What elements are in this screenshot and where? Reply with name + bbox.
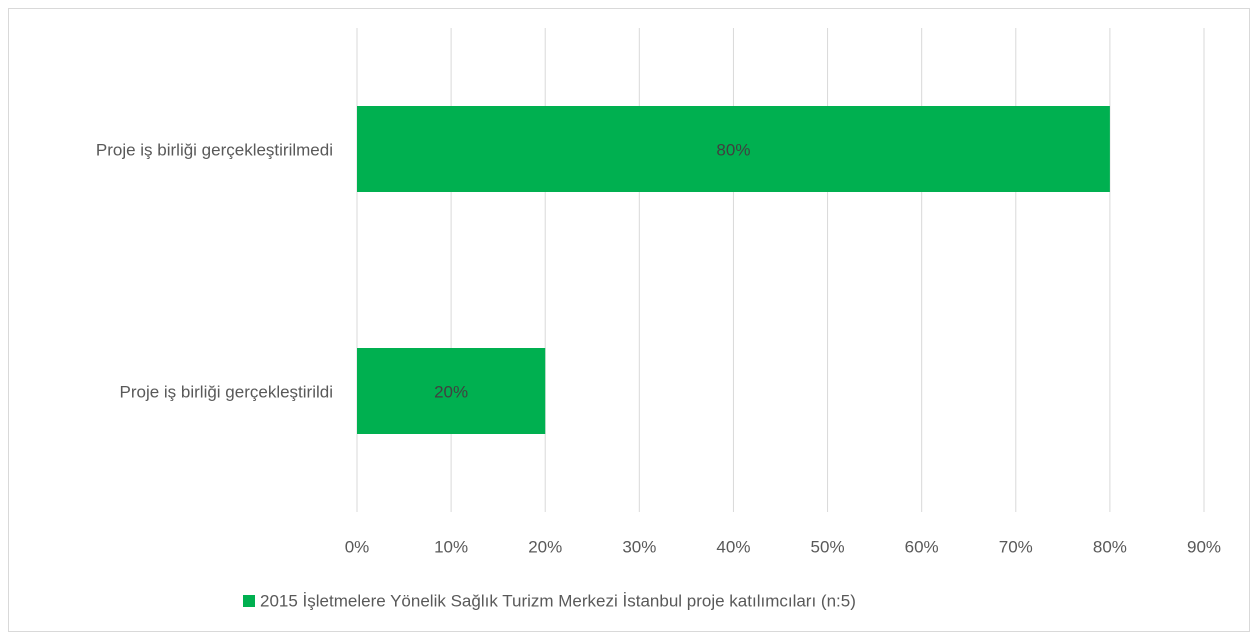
x-tick-label: 80% xyxy=(1093,537,1127,556)
x-tick-label: 30% xyxy=(622,537,656,556)
x-tick-label: 0% xyxy=(345,537,370,556)
y-tick-label: Proje iş birliği gerçekleştirilmedi xyxy=(96,140,333,159)
legend-label: 2015 İşletmelere Yönelik Sağlık Turizm M… xyxy=(260,591,856,610)
data-label: 80% xyxy=(716,140,750,159)
y-tick-label: Proje iş birliği gerçekleştirildi xyxy=(119,382,333,401)
legend-swatch xyxy=(243,595,255,607)
bar xyxy=(357,106,1110,192)
data-label: 20% xyxy=(434,382,468,401)
x-tick-label: 70% xyxy=(999,537,1033,556)
x-tick-label: 40% xyxy=(716,537,750,556)
x-tick-label: 10% xyxy=(434,537,468,556)
x-tick-label: 90% xyxy=(1187,537,1221,556)
x-tick-label: 20% xyxy=(528,537,562,556)
x-tick-label: 60% xyxy=(905,537,939,556)
bar xyxy=(357,348,546,434)
x-tick-label: 50% xyxy=(811,537,845,556)
